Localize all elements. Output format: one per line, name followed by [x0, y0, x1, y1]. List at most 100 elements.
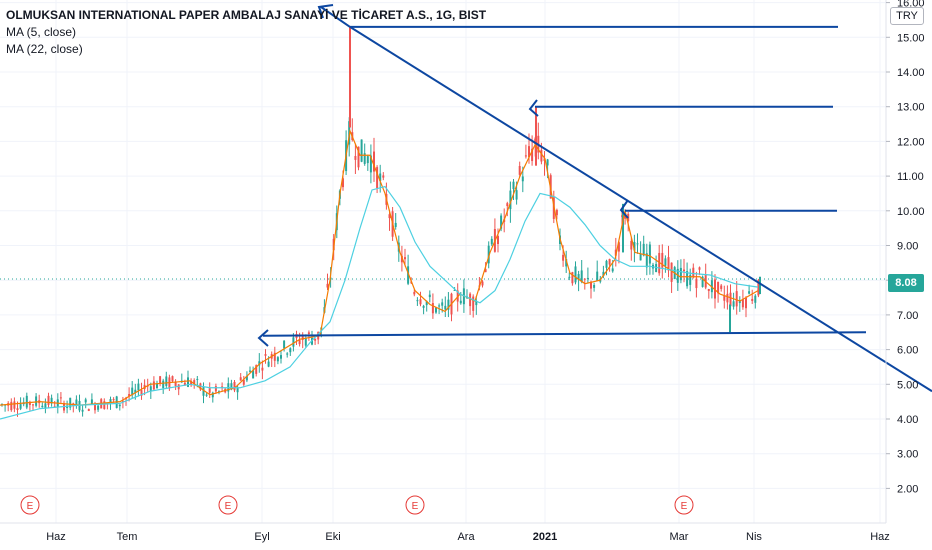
candle-body — [118, 404, 121, 407]
ma22-line — [0, 185, 759, 420]
candle-body — [710, 280, 713, 293]
candle-body — [233, 381, 236, 391]
candle-body — [307, 332, 310, 335]
candle-body — [555, 209, 558, 216]
candle-body — [695, 278, 698, 289]
earnings-event-icon[interactable] — [20, 495, 40, 515]
earnings-event-icon[interactable] — [405, 495, 425, 515]
earnings-event-icon[interactable] — [218, 495, 238, 515]
trend-line[interactable] — [320, 6, 351, 28]
candle-body — [10, 401, 13, 411]
candle-body — [475, 300, 478, 306]
trend-line[interactable] — [349, 26, 932, 393]
candle-body — [596, 271, 599, 281]
candle-body — [214, 386, 217, 392]
candle-body — [692, 267, 695, 278]
candle-body — [540, 149, 543, 162]
candle-body — [258, 361, 261, 366]
candle-body — [221, 386, 224, 388]
time-axis[interactable]: Haz Tem Eyl Eki Ara 2021 Mar Nis Haz — [46, 531, 890, 543]
currency-badge[interactable]: TRY — [890, 7, 924, 25]
candle-body — [717, 281, 720, 294]
candle-body — [745, 297, 747, 309]
candle-body — [422, 305, 425, 308]
candle-body — [639, 253, 642, 261]
candle-body — [518, 166, 521, 175]
candle-body — [363, 153, 366, 164]
candle-body — [528, 146, 530, 158]
x-tick-label: Haz — [46, 531, 66, 543]
candle-body — [267, 361, 270, 367]
y-tick-label: 10.00 — [897, 206, 925, 218]
grid-lines — [0, 0, 886, 523]
candle-body — [394, 222, 397, 227]
ma5-legend[interactable]: MA (5, close) — [6, 25, 77, 39]
y-tick-label: 15.00 — [897, 32, 925, 44]
candle-body — [425, 301, 428, 306]
candle-body — [156, 383, 158, 389]
candle-body — [50, 397, 53, 404]
candle-body — [416, 300, 419, 302]
candle-body — [655, 264, 658, 273]
candle-body — [487, 245, 490, 264]
candle-body — [87, 409, 90, 411]
x-tick-label: Eki — [325, 531, 340, 543]
candle-body — [524, 155, 527, 157]
price-axis[interactable]: 16.00 15.00 14.00 13.00 12.00 11.00 10.00 9.00 8… — [886, 0, 925, 495]
candle-body — [500, 215, 503, 229]
y-tick-label: 13.00 — [897, 102, 925, 114]
candle-body — [431, 303, 434, 314]
candle-body — [506, 203, 509, 207]
candle-body — [720, 285, 723, 289]
symbol-title[interactable]: OLMUKSAN INTERNATIONAL PAPER AMBALAJ SAN… — [6, 8, 487, 22]
candle-body — [366, 156, 369, 164]
candle-body — [35, 396, 38, 406]
candle-body — [81, 409, 84, 412]
earnings-event-icon[interactable] — [674, 495, 694, 515]
candle-body — [611, 268, 614, 272]
candle-body — [707, 288, 710, 292]
candle-body — [447, 299, 450, 310]
candle-body — [354, 155, 357, 160]
candle-body — [608, 258, 611, 265]
candle-body — [667, 257, 670, 271]
candle-body — [670, 262, 673, 282]
candle-body — [283, 340, 286, 349]
x-tick-label: Haz — [870, 531, 890, 543]
candle-body — [84, 399, 87, 403]
candle-body — [298, 340, 301, 345]
x-tick-label: Nis — [746, 531, 762, 543]
candle-body — [757, 280, 760, 296]
candle-body — [679, 267, 682, 281]
candle-body — [419, 299, 422, 305]
candle-body — [165, 376, 168, 386]
candle-body — [261, 367, 264, 371]
candle-body — [32, 404, 34, 406]
ma22-legend[interactable]: MA (22, close) — [6, 42, 83, 56]
y-tick-label: 3.00 — [897, 449, 918, 461]
candle-body — [137, 383, 140, 391]
candle-body — [732, 301, 735, 307]
candle-body — [701, 276, 704, 287]
candle-body — [205, 394, 208, 396]
candle-body — [741, 299, 744, 308]
candle-body — [441, 302, 444, 306]
trend-line[interactable] — [262, 331, 867, 337]
candle-body — [726, 293, 729, 303]
candle-body — [512, 181, 515, 190]
candle-body — [459, 300, 462, 304]
candle-body — [617, 242, 620, 252]
candle-body — [109, 399, 112, 404]
candle-body — [531, 148, 534, 162]
candle-body — [245, 375, 248, 381]
candle-body — [400, 255, 403, 263]
candle-body — [19, 404, 22, 409]
candle-body — [90, 399, 93, 404]
candle-body — [729, 292, 732, 307]
y-tick-label: 7.00 — [897, 310, 918, 322]
candle-body — [435, 307, 437, 313]
candle-body — [388, 214, 391, 219]
candle-body — [590, 281, 592, 289]
